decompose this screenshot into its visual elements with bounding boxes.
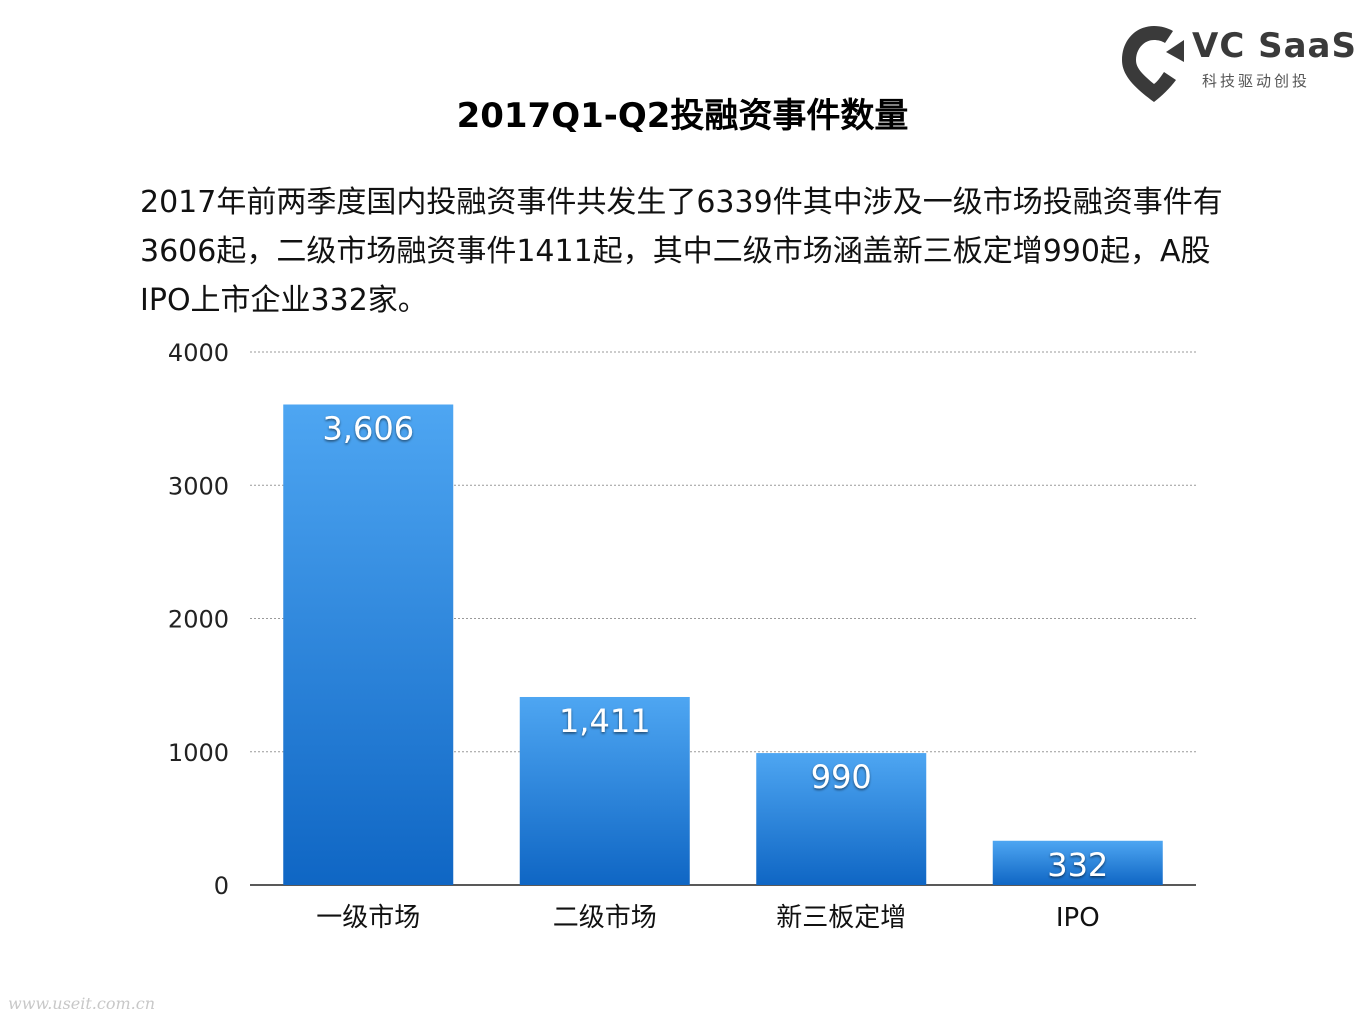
bar-value-label: 1,411 bbox=[559, 702, 651, 740]
bar bbox=[519, 696, 690, 885]
x-category-label: IPO bbox=[1056, 903, 1100, 933]
logo-mark-icon bbox=[1122, 26, 1184, 102]
x-category-label: 新三板定增 bbox=[776, 903, 906, 933]
vc-saas-logo: VC SaaS 科技驱动创投 bbox=[1118, 22, 1356, 104]
bar-value-label: 3,606 bbox=[322, 410, 414, 448]
chart-title: 2017Q1-Q2投融资事件数量 bbox=[456, 96, 909, 136]
bar-value-label: 332 bbox=[1047, 846, 1108, 884]
bar-value-label: 990 bbox=[811, 758, 872, 796]
y-tick-label: 2000 bbox=[168, 606, 229, 634]
bar bbox=[756, 753, 927, 885]
bar bbox=[283, 404, 454, 885]
description-paragraph: 2017年前两季度国内投融资事件共发生了6339件其中涉及一级市场投融资事件有3… bbox=[140, 185, 1223, 318]
watermark: www.useit.com.cn bbox=[8, 994, 156, 1013]
y-tick-label: 1000 bbox=[168, 739, 229, 767]
logo-brand-text: VC SaaS bbox=[1192, 26, 1357, 66]
y-tick-label: 0 bbox=[214, 872, 229, 900]
bar bbox=[992, 840, 1163, 885]
x-category-label: 二级市场 bbox=[553, 903, 657, 933]
x-category-label: 一级市场 bbox=[316, 903, 420, 933]
y-tick-label: 3000 bbox=[168, 472, 229, 500]
logo-tagline: 科技驱动创投 bbox=[1202, 72, 1311, 90]
y-tick-label: 4000 bbox=[168, 339, 229, 367]
